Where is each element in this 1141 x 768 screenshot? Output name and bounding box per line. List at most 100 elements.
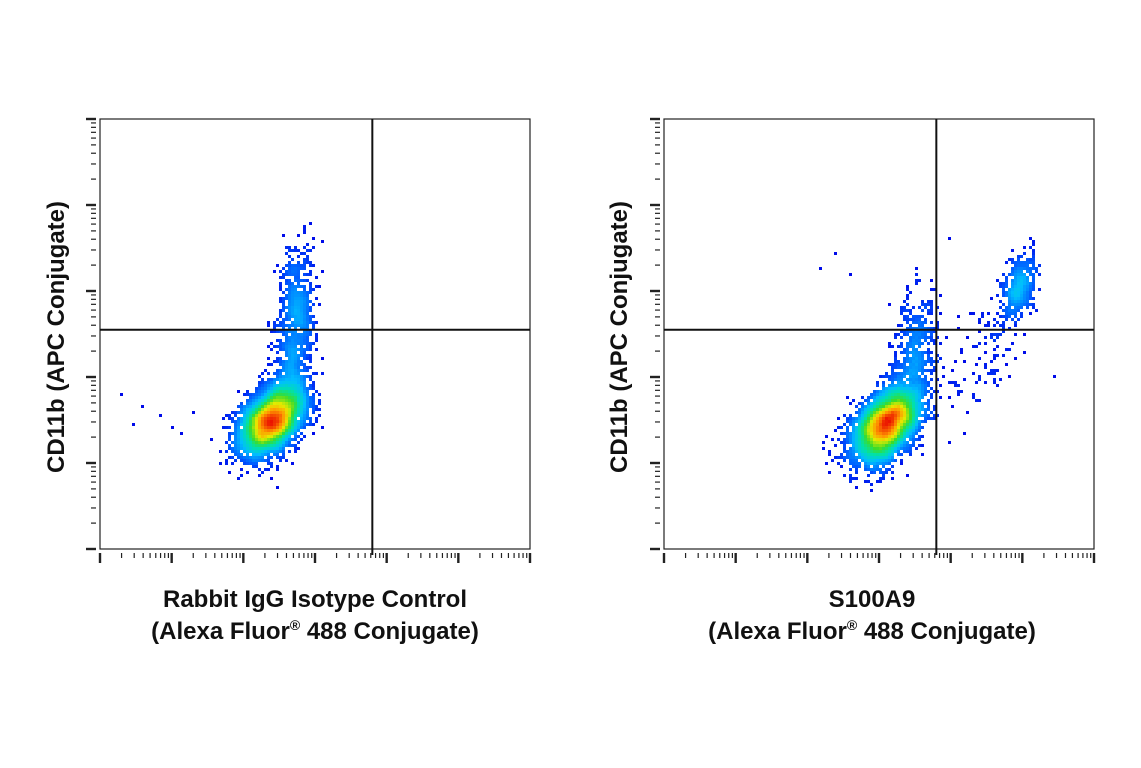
- event-dot: [906, 447, 909, 450]
- x-axis-label: Rabbit IgG Isotype Control (Alexa Fluor®…: [35, 584, 595, 648]
- event-dot: [276, 393, 279, 396]
- event-dot: [255, 393, 258, 396]
- event-dot: [282, 390, 285, 393]
- event-dot: [306, 294, 309, 297]
- event-dot: [303, 384, 306, 387]
- event-dot: [267, 393, 270, 396]
- event-dot: [267, 456, 270, 459]
- event-dot: [306, 327, 309, 330]
- event-dot: [270, 432, 273, 435]
- event-dot: [864, 405, 867, 408]
- event-dot: [906, 372, 909, 375]
- event-dot: [864, 480, 867, 483]
- event-dot: [1029, 258, 1032, 261]
- event-dot: [1020, 267, 1023, 270]
- event-dot: [1005, 348, 1008, 351]
- event-dot: [852, 435, 855, 438]
- event-dot: [870, 444, 873, 447]
- event-dot: [936, 336, 939, 339]
- event-dot: [252, 399, 255, 402]
- event-dot: [300, 393, 303, 396]
- event-dot: [279, 363, 282, 366]
- event-dot: [957, 384, 960, 387]
- event-dot: [1023, 351, 1026, 354]
- event-dot: [303, 423, 306, 426]
- event-dot: [261, 444, 264, 447]
- event-dot: [291, 423, 294, 426]
- event-dot: [852, 459, 855, 462]
- event-dot: [999, 333, 1002, 336]
- event-dot: [306, 312, 309, 315]
- event-dot: [258, 411, 261, 414]
- event-dot: [903, 348, 906, 351]
- event-dot: [309, 264, 312, 267]
- event-dot: [249, 417, 252, 420]
- event-dot: [903, 426, 906, 429]
- event-dot: [276, 387, 279, 390]
- event-dot: [1020, 312, 1023, 315]
- event-dot: [906, 390, 909, 393]
- event-dot: [858, 456, 861, 459]
- event-dot: [1023, 276, 1026, 279]
- event-dot: [297, 435, 300, 438]
- event-dot: [264, 429, 267, 432]
- event-dot: [258, 387, 261, 390]
- event-dot: [288, 414, 291, 417]
- event-dot: [879, 399, 882, 402]
- event-dot: [288, 336, 291, 339]
- event-dot: [294, 354, 297, 357]
- event-dot: [1023, 264, 1026, 267]
- event-dot: [303, 366, 306, 369]
- event-dot: [924, 414, 927, 417]
- event-dot: [894, 450, 897, 453]
- event-dot: [312, 384, 315, 387]
- event-dot: [918, 438, 921, 441]
- event-dot: [921, 378, 924, 381]
- event-dot: [1020, 297, 1023, 300]
- event-dot: [282, 393, 285, 396]
- event-dot: [234, 435, 237, 438]
- event-dot: [1008, 291, 1011, 294]
- event-dot: [843, 474, 846, 477]
- event-dot: [843, 432, 846, 435]
- event-dot: [255, 399, 258, 402]
- event-dot: [924, 330, 927, 333]
- event-dot: [897, 438, 900, 441]
- event-dot: [858, 411, 861, 414]
- event-dot: [918, 351, 921, 354]
- event-dot: [861, 444, 864, 447]
- event-dot: [258, 384, 261, 387]
- event-dot: [315, 333, 318, 336]
- event-dot: [921, 426, 924, 429]
- event-dot: [285, 378, 288, 381]
- event-dot: [894, 390, 897, 393]
- event-dot: [846, 426, 849, 429]
- event-dot: [297, 282, 300, 285]
- event-dot: [258, 405, 261, 408]
- event-dot: [309, 282, 312, 285]
- event-dot: [303, 375, 306, 378]
- event-dot: [288, 348, 291, 351]
- event-dot: [1014, 285, 1017, 288]
- event-dot: [999, 378, 1002, 381]
- event-dot: [882, 384, 885, 387]
- event-dot: [912, 423, 915, 426]
- event-dot: [297, 285, 300, 288]
- event-dot: [924, 336, 927, 339]
- event-dot: [1026, 267, 1029, 270]
- event-dot: [249, 426, 252, 429]
- event-dot: [279, 420, 282, 423]
- event-dot: [843, 447, 846, 450]
- event-dot: [1005, 294, 1008, 297]
- event-dot: [1017, 258, 1020, 261]
- event-dot: [858, 417, 861, 420]
- event-dot: [885, 471, 888, 474]
- event-dot: [291, 309, 294, 312]
- event-dot: [222, 426, 225, 429]
- event-dot: [288, 297, 291, 300]
- event-dot: [270, 399, 273, 402]
- event-dot: [882, 453, 885, 456]
- event-dot: [249, 432, 252, 435]
- event-dot: [309, 387, 312, 390]
- event-dot: [276, 402, 279, 405]
